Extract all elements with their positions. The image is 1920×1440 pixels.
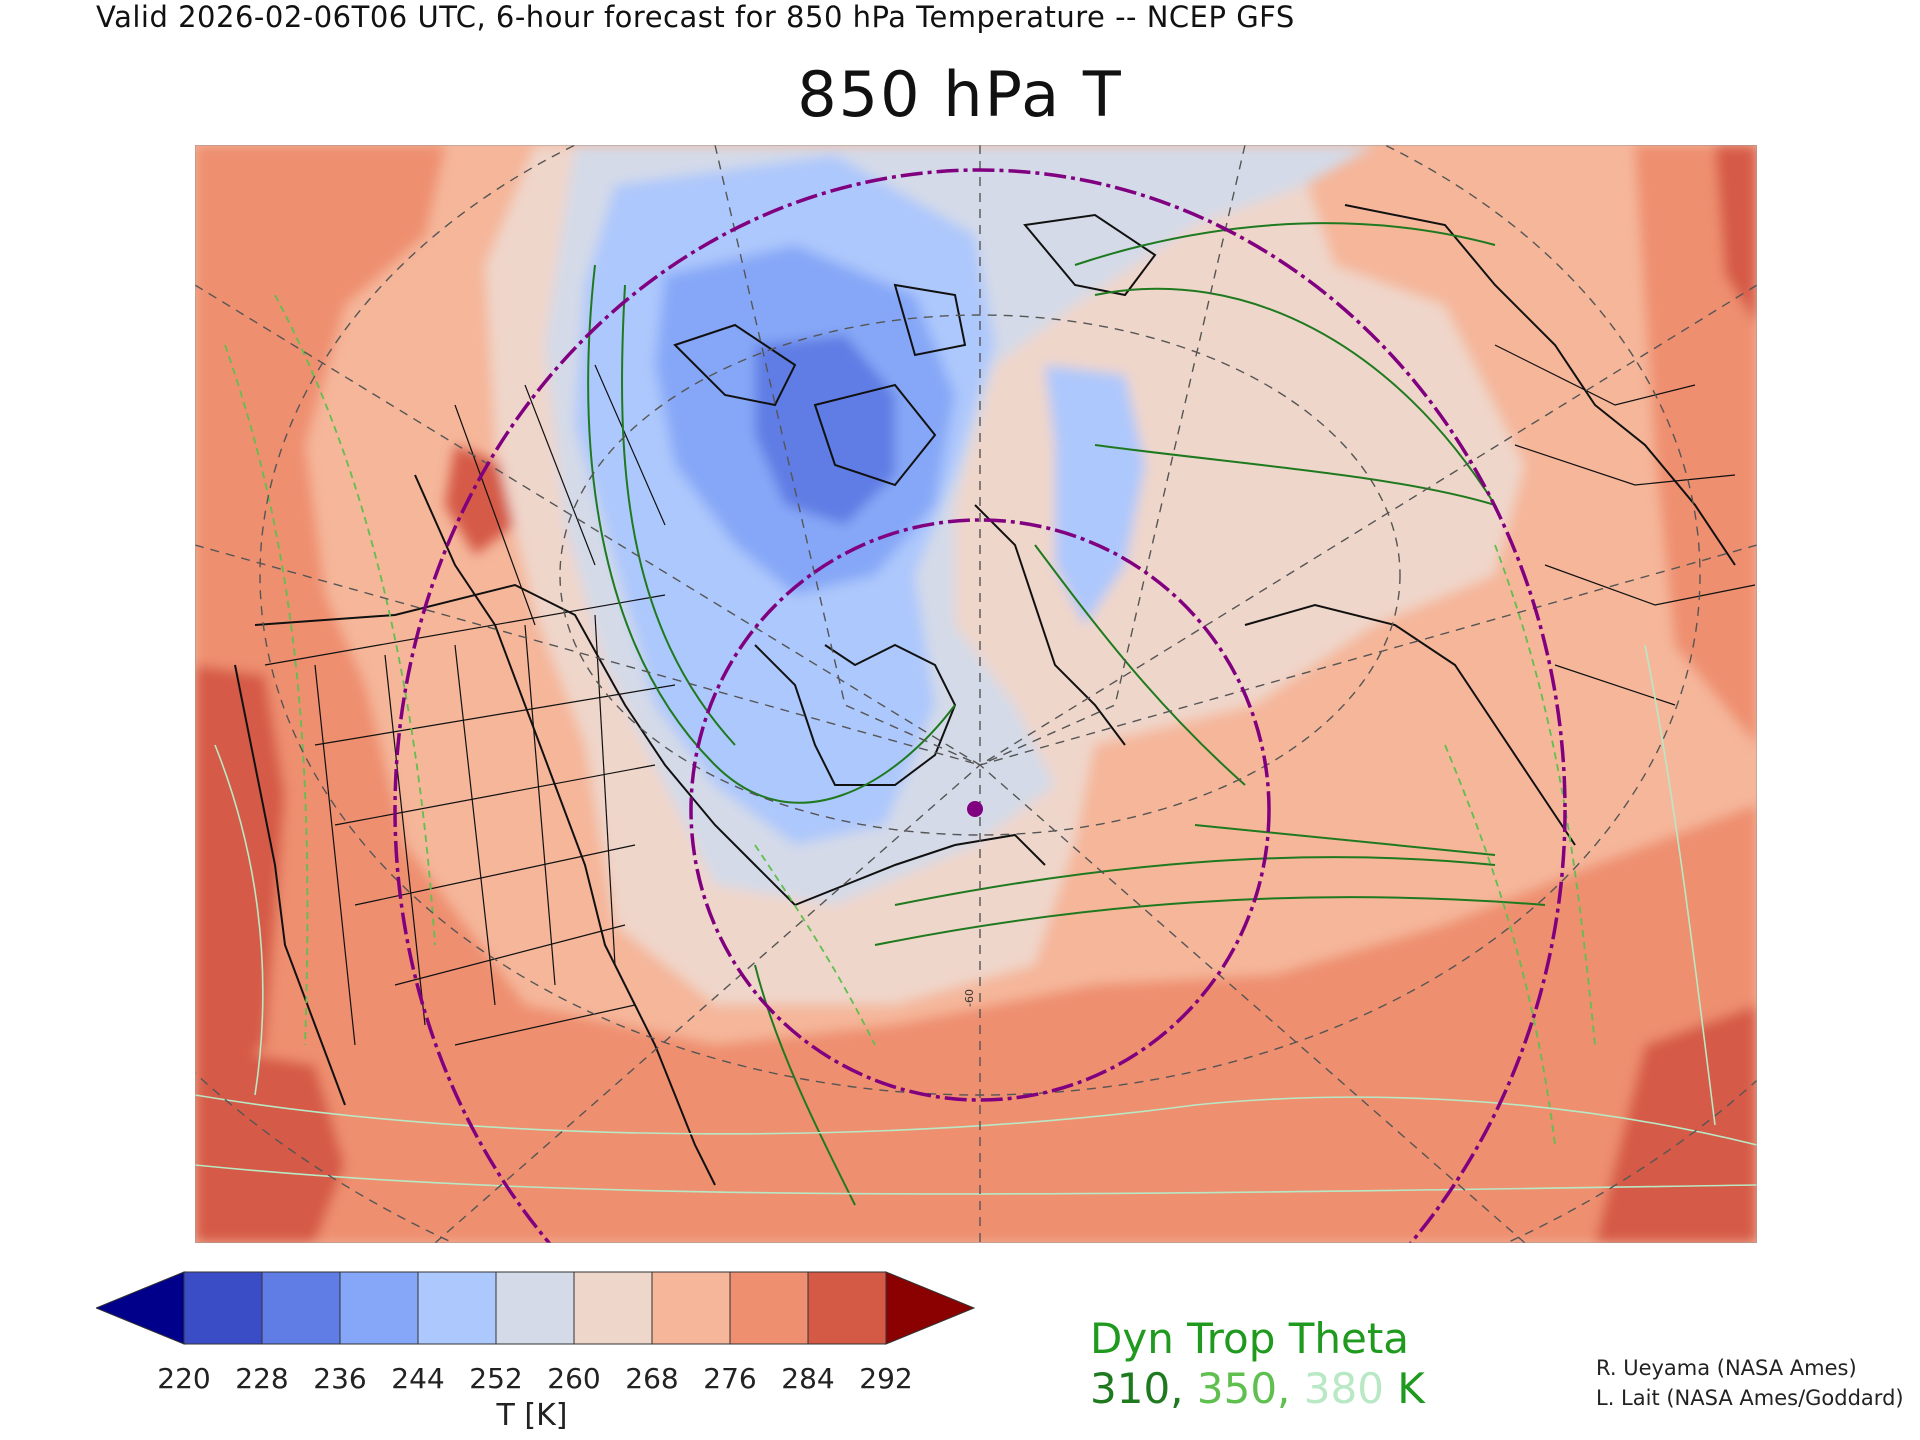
colorbar-bin xyxy=(183,1271,263,1345)
theta-380-contours xyxy=(195,644,1757,1195)
legend-value-310: 310, xyxy=(1090,1364,1184,1413)
theta-310-contours xyxy=(587,222,1546,1206)
theta-350-contours xyxy=(224,294,1596,1146)
range-rings xyxy=(393,168,1567,1243)
colorbar-bin xyxy=(807,1271,887,1345)
colorbar-tick-label: 292 xyxy=(859,1362,913,1395)
legend-values: 310, 350, 380 K xyxy=(1090,1364,1425,1413)
credit-line-2: L. Lait (NASA Ames/Goddard) xyxy=(1596,1386,1904,1410)
colorbar-overflow xyxy=(885,1271,976,1345)
colorbar-bin xyxy=(495,1271,575,1345)
temperature-colorbar xyxy=(96,1271,976,1345)
colorbar-bin xyxy=(339,1271,419,1345)
legend-value-380: 380 xyxy=(1303,1364,1384,1413)
legend-unit: K xyxy=(1397,1364,1425,1413)
colorbar-tick-label: 228 xyxy=(235,1362,289,1395)
colorbar-tick-label: 268 xyxy=(625,1362,679,1395)
colorbar-underflow xyxy=(96,1271,185,1345)
colorbar-tick-label: 236 xyxy=(313,1362,367,1395)
temperature-map[interactable]: -60 xyxy=(195,145,1757,1243)
colorbar-bin xyxy=(651,1271,731,1345)
colorbar-bin xyxy=(573,1271,653,1345)
temperature-field: -60 xyxy=(195,145,1757,1243)
colorbar-tick-label: 220 xyxy=(157,1362,211,1395)
graticule xyxy=(195,145,1757,1243)
plot-title: 850 hPa T xyxy=(797,58,1123,131)
colorbar-tick-label: 260 xyxy=(547,1362,601,1395)
location-marker[interactable] xyxy=(967,801,983,817)
legend-value-350: 350, xyxy=(1196,1364,1291,1413)
colorbar-tick-label: 244 xyxy=(391,1362,445,1395)
colorbar-bin xyxy=(417,1271,497,1345)
credit-line-1: R. Ueyama (NASA Ames) xyxy=(1596,1356,1857,1380)
meridian-label: -60 xyxy=(963,989,976,1007)
colorbar-bin xyxy=(261,1271,341,1345)
colorbar-bin xyxy=(729,1271,809,1345)
colorbar-label: T [K] xyxy=(496,1398,568,1433)
colorbar-tick-label: 284 xyxy=(781,1362,835,1395)
colorbar-tick-label: 276 xyxy=(703,1362,757,1395)
legend-title: Dyn Trop Theta xyxy=(1090,1314,1410,1363)
political-boundaries xyxy=(264,344,1756,1046)
colorbar-tick-label: 252 xyxy=(469,1362,523,1395)
valid-time-header: Valid 2026-02-06T06 UTC, 6-hour forecast… xyxy=(96,0,1295,34)
